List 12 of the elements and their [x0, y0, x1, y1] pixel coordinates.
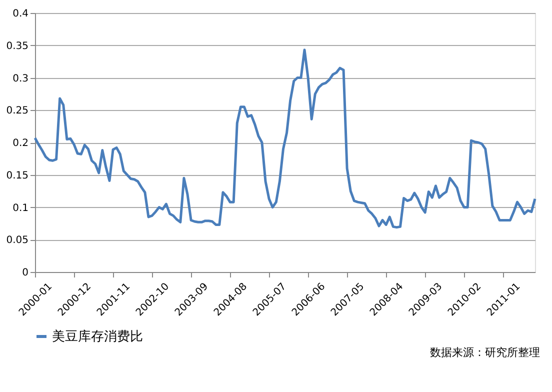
y-tick-label: 0.35	[6, 40, 28, 52]
legend-label: 美豆库存消费比	[52, 328, 143, 344]
y-tick-label: 0.25	[6, 106, 28, 117]
y-tick-label: 0.2	[12, 138, 28, 149]
y-tick-label: 0.15	[6, 170, 28, 182]
source-note: 数据来源：研究所整理	[430, 346, 540, 359]
y-tick-label: 0.3	[12, 73, 28, 84]
y-tick-label: 0.4	[12, 8, 28, 20]
y-tick-label: 0	[22, 268, 28, 278]
y-tick-label: 0.1	[12, 202, 28, 214]
line-series	[34, 48, 536, 229]
y-tick-label: 0.05	[6, 235, 28, 246]
